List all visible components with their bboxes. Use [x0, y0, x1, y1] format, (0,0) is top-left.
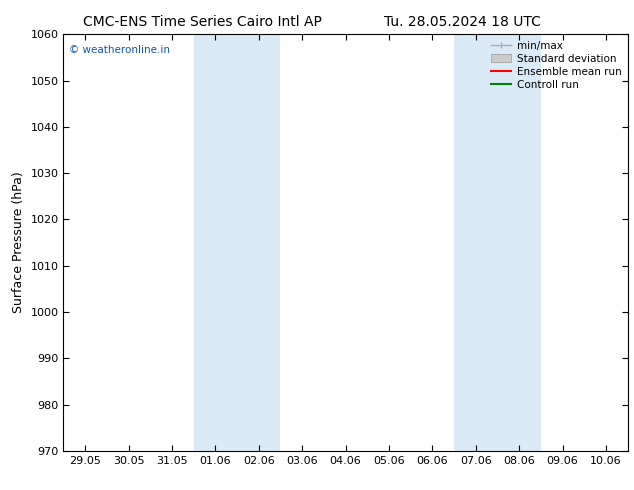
Text: Tu. 28.05.2024 18 UTC: Tu. 28.05.2024 18 UTC	[384, 15, 541, 29]
Bar	[454, 34, 541, 451]
Text: © weatheronline.in: © weatheronline.in	[69, 45, 170, 55]
Bar	[193, 34, 280, 451]
Legend: min/max, Standard deviation, Ensemble mean run, Controll run: min/max, Standard deviation, Ensemble me…	[486, 36, 626, 94]
Y-axis label: Surface Pressure (hPa): Surface Pressure (hPa)	[12, 172, 25, 314]
Text: CMC-ENS Time Series Cairo Intl AP: CMC-ENS Time Series Cairo Intl AP	[84, 15, 322, 29]
